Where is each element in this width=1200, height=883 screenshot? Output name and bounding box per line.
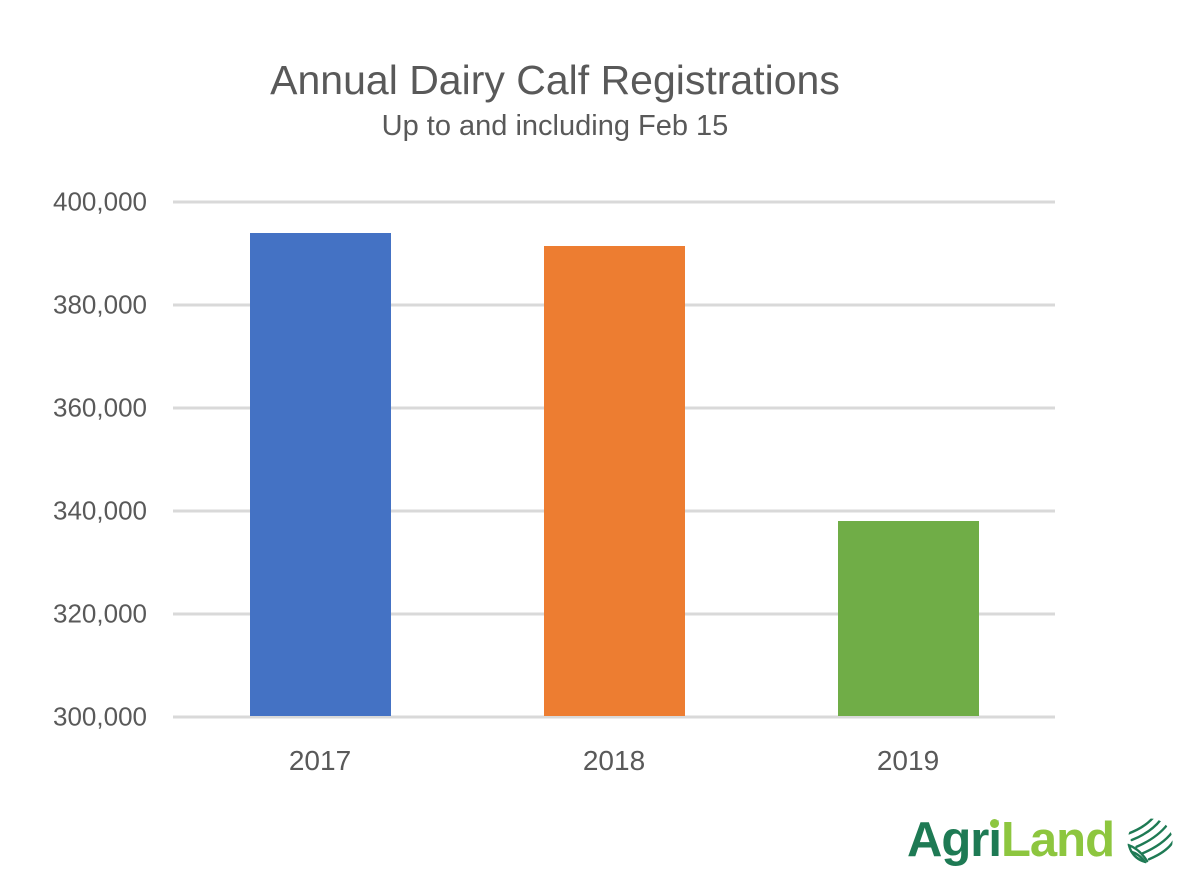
y-axis-tick-label: 300,000	[53, 701, 147, 732]
field-globe-icon	[1126, 817, 1174, 865]
x-axis-tick-label-2017: 2017	[288, 745, 352, 776]
bar-2018	[544, 246, 685, 716]
chart-subtitle: Up to and including Feb 15	[381, 110, 729, 142]
x-axis-tick-label-2018: 2018	[582, 745, 646, 776]
bar-2019	[838, 521, 979, 716]
agriland-logo-text: Agri Land	[906, 813, 1115, 867]
y-axis-tick-label: 380,000	[53, 289, 147, 320]
bar-2017	[250, 233, 391, 716]
plot-area: 300,000 320,000 340,000 360,000 380,000 400,0…	[53, 187, 1055, 776]
chart-title: Annual Dairy Calf Registrations	[270, 57, 840, 103]
agriland-logo: Agri Land	[907, 816, 1174, 865]
logo-i-dot	[989, 819, 999, 828]
y-axis-tick-label: 360,000	[53, 392, 147, 423]
logo-text-land: Land	[1000, 813, 1115, 867]
logo-text-agri: Agri	[906, 813, 1002, 867]
y-axis-tick-label: 340,000	[53, 495, 147, 526]
gridline-400000	[173, 200, 1055, 204]
x-axis-tick-label-2019: 2019	[876, 745, 940, 776]
y-axis-tick-label: 400,000	[53, 186, 147, 217]
y-axis-tick-label: 320,000	[53, 598, 147, 629]
gridline-300000	[173, 715, 1055, 719]
